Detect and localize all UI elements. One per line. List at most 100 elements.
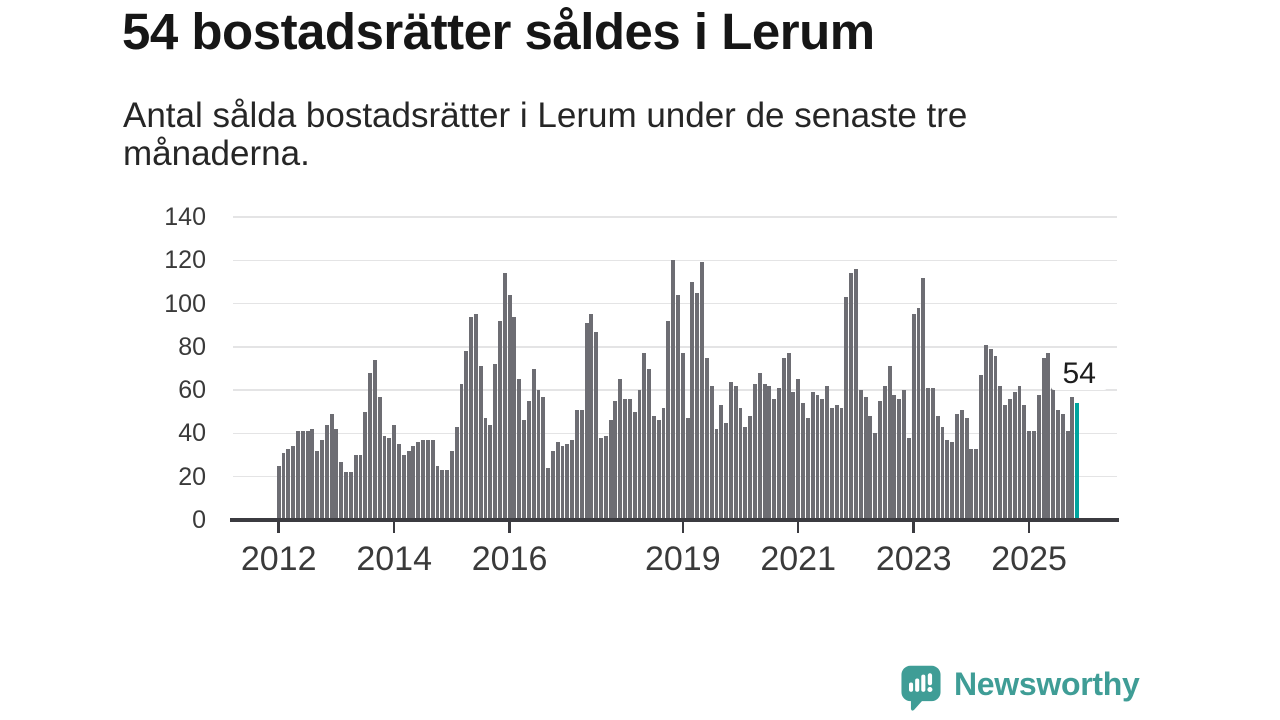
bar-2024-07 <box>998 385 1003 520</box>
bar-2024-08 <box>1003 405 1008 520</box>
bar-2015-05 <box>469 316 474 520</box>
bar-2024-10 <box>1012 392 1017 520</box>
bar-2013-08 <box>368 372 373 520</box>
bar-2014-11 <box>440 470 445 520</box>
bar-2016-11 <box>555 442 560 520</box>
bar-2021-11 <box>844 297 849 520</box>
bar-2015-01 <box>449 450 454 520</box>
bar-2022-01 <box>854 268 858 520</box>
bar-2017-03 <box>575 409 579 520</box>
x-tick-2025 <box>1027 521 1031 533</box>
bar-2022-03 <box>863 396 868 520</box>
bar-2019-08 <box>714 429 719 520</box>
bar-2022-12 <box>906 437 911 520</box>
bar-2025-09 <box>1065 431 1070 520</box>
bar-2022-02 <box>858 390 863 520</box>
bar-2017-05 <box>584 323 589 520</box>
bar-2025-06 <box>1051 362 1056 520</box>
bar-2019-06 <box>704 357 709 520</box>
bar-2013-01 <box>334 429 339 520</box>
bar-2017-11 <box>613 401 618 520</box>
bar-2015-10 <box>493 364 498 520</box>
bar-2015-02 <box>454 426 459 520</box>
newsworthy-logo: Newsworthy <box>901 665 1140 714</box>
bar-2012-06 <box>300 431 305 520</box>
bar-2016-06 <box>531 368 536 520</box>
bar-2015-04 <box>464 351 469 520</box>
bar-2020-08 <box>772 398 777 520</box>
bar-2015-12 <box>502 273 507 520</box>
last-value-label: 54 <box>1051 358 1108 390</box>
bar-2023-08 <box>945 439 950 520</box>
bar-2012-10 <box>320 439 324 520</box>
bar-2017-04 <box>579 409 584 520</box>
bar-2015-09 <box>488 424 493 520</box>
x-axis-label-2021: 2021 <box>760 540 836 578</box>
bar-2014-05 <box>411 446 416 520</box>
bar-2016-07 <box>536 390 541 520</box>
bar-2019-07 <box>709 385 714 520</box>
bar-2025-05 <box>1046 353 1051 520</box>
bar-2024-01 <box>969 448 974 520</box>
x-tick-2019 <box>681 521 685 533</box>
bar-2018-11 <box>671 260 676 520</box>
bar-2018-04 <box>637 390 642 520</box>
bar-2014-01 <box>392 424 397 520</box>
bar-2016-05 <box>526 401 531 520</box>
bar-2021-02 <box>801 403 805 520</box>
bar-2017-06 <box>589 314 594 520</box>
bar-2022-06 <box>878 401 882 520</box>
bar-2014-02 <box>397 444 401 521</box>
bar-2024-03 <box>979 375 983 520</box>
bar-2013-11 <box>382 435 387 520</box>
bar-2016-09 <box>546 468 551 520</box>
y-axis-label-20: 20 <box>178 462 206 491</box>
newsworthy-logo-text: Newsworthy <box>954 666 1140 702</box>
bar-2021-08 <box>829 407 834 520</box>
bar-2023-03 <box>921 277 926 520</box>
bar-2020-04 <box>752 383 757 520</box>
bar-2023-10 <box>955 413 959 520</box>
bar-2018-01 <box>623 398 627 520</box>
logo-bar-medium-icon <box>915 678 920 692</box>
bar-2013-10 <box>377 396 382 520</box>
bar-2016-04 <box>522 420 526 520</box>
x-tick-2023 <box>912 521 915 533</box>
bar-2018-03 <box>632 411 637 520</box>
bar-2012-12 <box>329 413 334 520</box>
bar-2023-11 <box>959 409 964 520</box>
bar-2023-05 <box>930 388 935 520</box>
bar-2014-08 <box>425 439 430 520</box>
bar-2019-12 <box>733 385 738 520</box>
bar-2025-11 <box>1075 403 1080 520</box>
bar-2014-09 <box>430 439 435 520</box>
bar-2022-09 <box>892 394 897 520</box>
chart-subtitle: Antal sålda bostadsrätter i Lerum under … <box>123 97 967 173</box>
bar-2018-10 <box>666 320 671 520</box>
bar-2018-08 <box>656 420 661 520</box>
bar-2024-12 <box>1022 405 1027 520</box>
newsworthy-logo-icon <box>901 665 941 711</box>
x-tick-2014 <box>392 521 396 533</box>
bar-2019-09 <box>719 405 724 520</box>
bar-2022-07 <box>882 385 887 520</box>
bar-2019-04 <box>695 292 700 520</box>
bar-2019-05 <box>700 262 704 520</box>
bar-2023-02 <box>916 307 921 520</box>
logo-bar-tall-icon <box>921 674 926 692</box>
x-tick-2012 <box>277 521 280 533</box>
bar-2025-03 <box>1036 394 1041 520</box>
bar-2021-09 <box>834 405 839 520</box>
bar-2018-02 <box>627 398 632 520</box>
bar-2012-05 <box>295 431 300 520</box>
x-axis-label-2019: 2019 <box>644 540 721 578</box>
bar-2015-11 <box>498 320 502 520</box>
bar-2025-04 <box>1041 357 1046 520</box>
bar-2022-10 <box>897 398 902 520</box>
chart-subtitle-line-2: månaderna. <box>123 134 310 173</box>
bar-2021-06 <box>820 398 825 520</box>
bar-2017-12 <box>618 379 623 520</box>
bar-2023-01 <box>911 314 916 520</box>
bar-2018-05 <box>642 353 647 520</box>
